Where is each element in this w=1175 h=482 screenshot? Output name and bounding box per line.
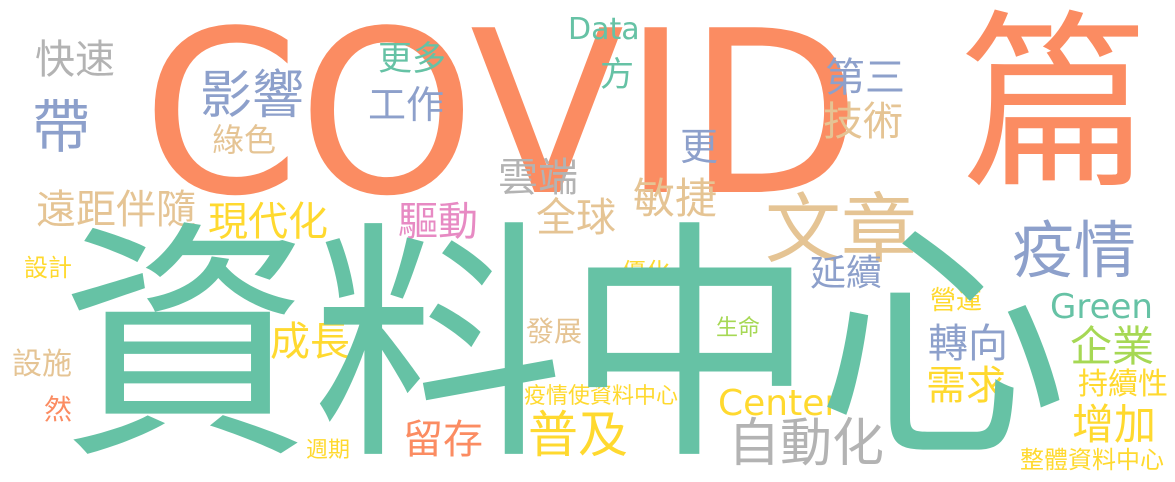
word-wenzhang: 文章 [765, 185, 917, 274]
word-zhuanxiang: 轉向 [928, 321, 1008, 367]
word-center: Center [718, 383, 840, 424]
word-pian: 篇 [960, 0, 1151, 215]
word-zengjia: 增加 [1072, 400, 1157, 449]
word-covid: COVID [142, 0, 861, 246]
word-yingxiang: 影響 [200, 66, 305, 126]
word-fazhan: 發展 [526, 315, 583, 348]
word-jishu: 技術 [823, 99, 903, 145]
word-yiqing: 疫情 [1012, 214, 1137, 287]
word-yiqing-shi: 疫情使資料中心 [524, 384, 679, 409]
word-zhouqi: 週期 [306, 438, 351, 463]
word-sheshi: 設施 [12, 347, 72, 382]
word-kuaisu: 快速 [35, 37, 115, 83]
word-qiye: 企業 [1070, 322, 1155, 371]
word-disan: 第三 [825, 55, 905, 101]
word-xiandaihua: 現代化 [208, 199, 328, 245]
word-gongzuo: 工作 [368, 83, 445, 127]
word-liucun: 留存 [403, 417, 483, 463]
word-sheji: 設計 [24, 254, 72, 282]
word-zhengti: 整體資料中心 [1020, 446, 1164, 474]
word-shengming: 生命 [716, 316, 761, 341]
word-data-center: 資料中心 [60, 201, 1069, 482]
word-quanqiu: 全球 [536, 195, 616, 241]
word-xuqiu: 需求 [926, 363, 1006, 409]
word-green: Green [1050, 287, 1153, 327]
word-yuanju: 遠距伴隨 [36, 187, 196, 233]
word-dai: 帶 [32, 93, 91, 161]
word-ran: 然 [44, 393, 73, 426]
word-fang: 方 [600, 55, 634, 95]
word-gengduo: 更多 [378, 39, 446, 79]
word-yunduan: 雲端 [498, 155, 578, 201]
word-qudong: 驅動 [398, 199, 478, 245]
word-yingyun: 營運 [930, 286, 983, 316]
word-youhua: 優化 [622, 258, 670, 286]
word-geng: 更 [680, 125, 719, 169]
word-data: Data [568, 12, 640, 47]
word-minjie: 敏捷 [633, 174, 718, 223]
word-puji: 普及 [528, 406, 628, 464]
word-chengzhang: 成長 [270, 319, 350, 365]
word-lvse: 綠色 [212, 121, 277, 159]
word-chixuxing: 持續性 [1078, 367, 1168, 402]
word-zidonghua: 自動化 [728, 414, 885, 474]
word-yanxu: 延續 [810, 253, 883, 294]
